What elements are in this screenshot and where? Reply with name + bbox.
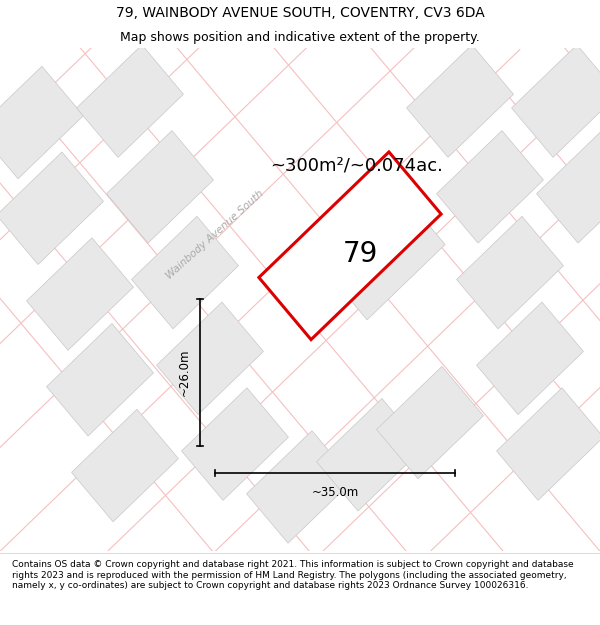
Polygon shape [437, 131, 544, 243]
Text: ~300m²/~0.074ac.: ~300m²/~0.074ac. [270, 156, 443, 174]
Polygon shape [476, 302, 583, 414]
Polygon shape [71, 409, 178, 522]
Polygon shape [497, 388, 600, 501]
Polygon shape [457, 216, 563, 329]
Text: Contains OS data © Crown copyright and database right 2021. This information is : Contains OS data © Crown copyright and d… [12, 560, 574, 590]
Polygon shape [377, 366, 484, 479]
Polygon shape [26, 238, 133, 350]
Polygon shape [0, 152, 103, 264]
Polygon shape [315, 182, 445, 320]
Text: Wainbody Avenue South: Wainbody Avenue South [164, 189, 266, 281]
Polygon shape [259, 152, 441, 339]
Polygon shape [182, 388, 289, 501]
Polygon shape [47, 324, 154, 436]
Text: 79, WAINBODY AVENUE SOUTH, COVENTRY, CV3 6DA: 79, WAINBODY AVENUE SOUTH, COVENTRY, CV3… [116, 6, 484, 20]
Polygon shape [536, 131, 600, 243]
Polygon shape [131, 216, 238, 329]
Polygon shape [0, 66, 83, 179]
Polygon shape [512, 45, 600, 158]
Polygon shape [107, 131, 214, 243]
Text: ~35.0m: ~35.0m [311, 486, 359, 499]
Polygon shape [407, 45, 514, 158]
Text: ~26.0m: ~26.0m [178, 349, 191, 396]
Polygon shape [77, 45, 184, 158]
Polygon shape [247, 431, 353, 543]
Text: Map shows position and indicative extent of the property.: Map shows position and indicative extent… [120, 31, 480, 44]
Text: 79: 79 [343, 241, 377, 268]
Polygon shape [157, 302, 263, 414]
Polygon shape [317, 399, 424, 511]
